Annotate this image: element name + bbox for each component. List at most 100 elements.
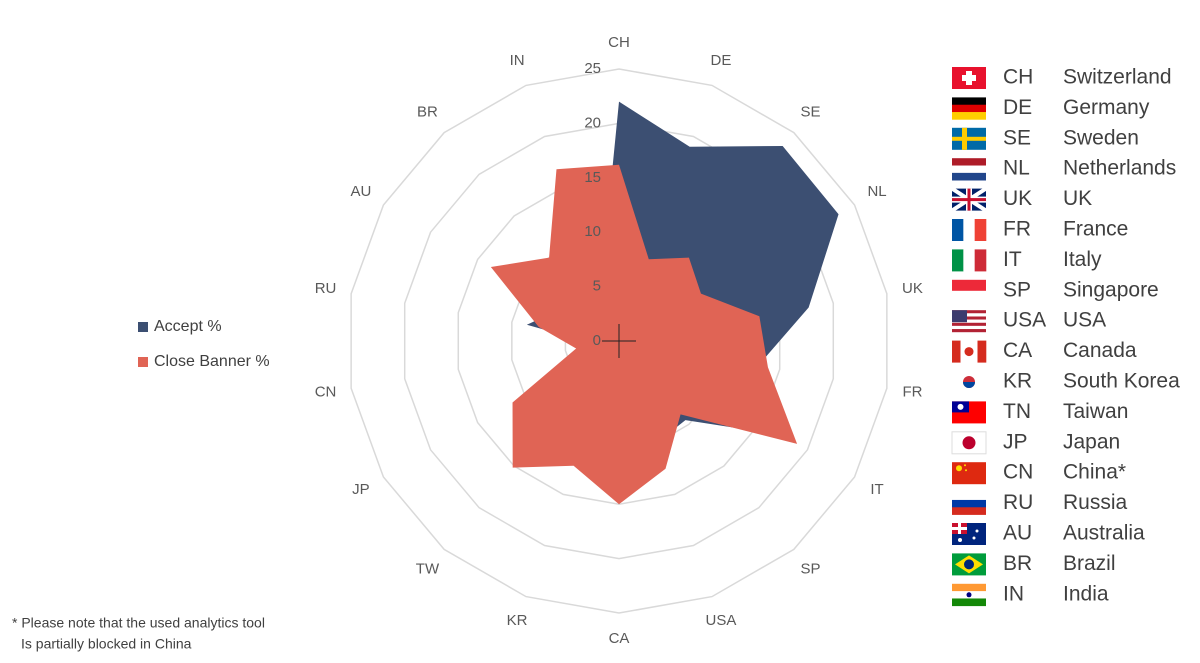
legend-country: UK bbox=[1063, 187, 1092, 210]
category-label: USA bbox=[706, 612, 737, 629]
legend-code: RU bbox=[1003, 491, 1033, 514]
note: * Please note that the used analytics to… bbox=[12, 615, 265, 631]
legend-country: Switzerland bbox=[1063, 66, 1172, 89]
flag-part bbox=[952, 290, 986, 303]
legend-country: Germany bbox=[1063, 96, 1150, 119]
flag-part bbox=[952, 492, 986, 501]
flag-part bbox=[956, 465, 962, 472]
legend-swatch bbox=[138, 357, 148, 367]
r-tick-label: 20 bbox=[584, 114, 601, 131]
legend-code: AU bbox=[1003, 522, 1032, 545]
grid-ring bbox=[350, 68, 888, 614]
flag bbox=[952, 97, 986, 120]
flag-part bbox=[963, 219, 975, 241]
category-label: IT bbox=[870, 481, 883, 498]
flag bbox=[952, 583, 986, 607]
category-label: JP bbox=[352, 481, 370, 498]
flag bbox=[952, 249, 987, 272]
legend-label: Accept % bbox=[154, 318, 222, 335]
flag-part bbox=[952, 165, 986, 174]
legend-country: Sweden bbox=[1063, 126, 1139, 149]
legend-country: USA bbox=[1063, 309, 1106, 332]
flag bbox=[952, 492, 986, 515]
flag-part bbox=[952, 499, 986, 508]
flag-part bbox=[975, 529, 979, 533]
flag-part bbox=[952, 340, 961, 363]
flag bbox=[951, 431, 987, 455]
flag-part bbox=[952, 198, 986, 202]
flag bbox=[952, 158, 986, 181]
flag-part bbox=[977, 340, 987, 363]
legend-country: Japan bbox=[1063, 430, 1120, 453]
flag bbox=[952, 310, 986, 333]
flag-part bbox=[952, 322, 986, 326]
legend-code: IN bbox=[1003, 582, 1024, 605]
category-label: UK bbox=[902, 280, 923, 297]
r-tick-label: 10 bbox=[584, 223, 601, 240]
flag-part bbox=[952, 158, 986, 166]
legend-country: Russia bbox=[1063, 491, 1128, 514]
flag-part bbox=[951, 431, 987, 455]
flag-part bbox=[952, 97, 986, 106]
legend-country: Canada bbox=[1063, 339, 1137, 362]
flag bbox=[952, 340, 987, 363]
flag-part bbox=[952, 507, 986, 515]
flag-part bbox=[972, 536, 976, 540]
flag-part bbox=[962, 75, 976, 81]
flag-part bbox=[952, 172, 986, 181]
category-label: TW bbox=[416, 560, 440, 577]
legend-code: USA bbox=[1003, 309, 1046, 332]
legend-country: India bbox=[1063, 582, 1109, 605]
category-label: FR bbox=[902, 384, 922, 401]
flag-part bbox=[952, 249, 964, 272]
flag bbox=[952, 523, 986, 545]
flag bbox=[952, 279, 986, 303]
legend-country: France bbox=[1063, 218, 1128, 241]
flag-part bbox=[952, 310, 967, 323]
category-label: IN bbox=[510, 52, 525, 69]
flag-part bbox=[952, 319, 986, 323]
category-label: BR bbox=[417, 104, 438, 121]
category-label: SE bbox=[801, 104, 821, 121]
legend-code: SP bbox=[1003, 278, 1031, 301]
legend-country: South Korea bbox=[1063, 370, 1180, 393]
flag-part bbox=[964, 559, 974, 570]
legend-code: TN bbox=[1003, 400, 1031, 423]
category-label: KR bbox=[507, 612, 528, 629]
r-tick-label: 15 bbox=[584, 169, 601, 186]
flag-part bbox=[952, 325, 986, 330]
flag bbox=[952, 371, 986, 393]
flag-part bbox=[952, 329, 986, 333]
flag-part bbox=[952, 279, 986, 292]
flag-part bbox=[952, 104, 986, 113]
flag bbox=[952, 127, 986, 150]
legend-code: KR bbox=[1003, 370, 1032, 393]
legend-code: BR bbox=[1003, 552, 1032, 575]
flag-part bbox=[965, 469, 967, 472]
legend-country: Italy bbox=[1063, 248, 1102, 271]
category-label: CN bbox=[315, 384, 337, 401]
flag-part bbox=[952, 462, 986, 485]
flag-part bbox=[957, 403, 964, 410]
legend-country: Singapore bbox=[1063, 278, 1159, 301]
flag-part bbox=[952, 136, 986, 141]
flag-part bbox=[963, 382, 975, 388]
category-label: CH bbox=[608, 34, 630, 51]
legend-country: Brazil bbox=[1063, 552, 1116, 575]
flag-part bbox=[974, 249, 987, 272]
category-label: AU bbox=[351, 183, 372, 200]
legend-code: FR bbox=[1003, 218, 1031, 241]
flag-part bbox=[952, 112, 986, 120]
flag bbox=[952, 219, 987, 241]
flag bbox=[952, 401, 986, 424]
r-tick-label: 0 bbox=[593, 332, 601, 349]
r-tick-label: 25 bbox=[584, 60, 601, 77]
flag bbox=[952, 553, 986, 576]
flag-part bbox=[974, 219, 987, 241]
legend-country: Netherlands bbox=[1063, 157, 1176, 180]
flag-part bbox=[952, 583, 986, 592]
legend-code: NL bbox=[1003, 157, 1030, 180]
legend-code: CH bbox=[1003, 66, 1033, 89]
legend-swatch bbox=[138, 322, 148, 332]
legend-country: China* bbox=[1063, 461, 1126, 484]
